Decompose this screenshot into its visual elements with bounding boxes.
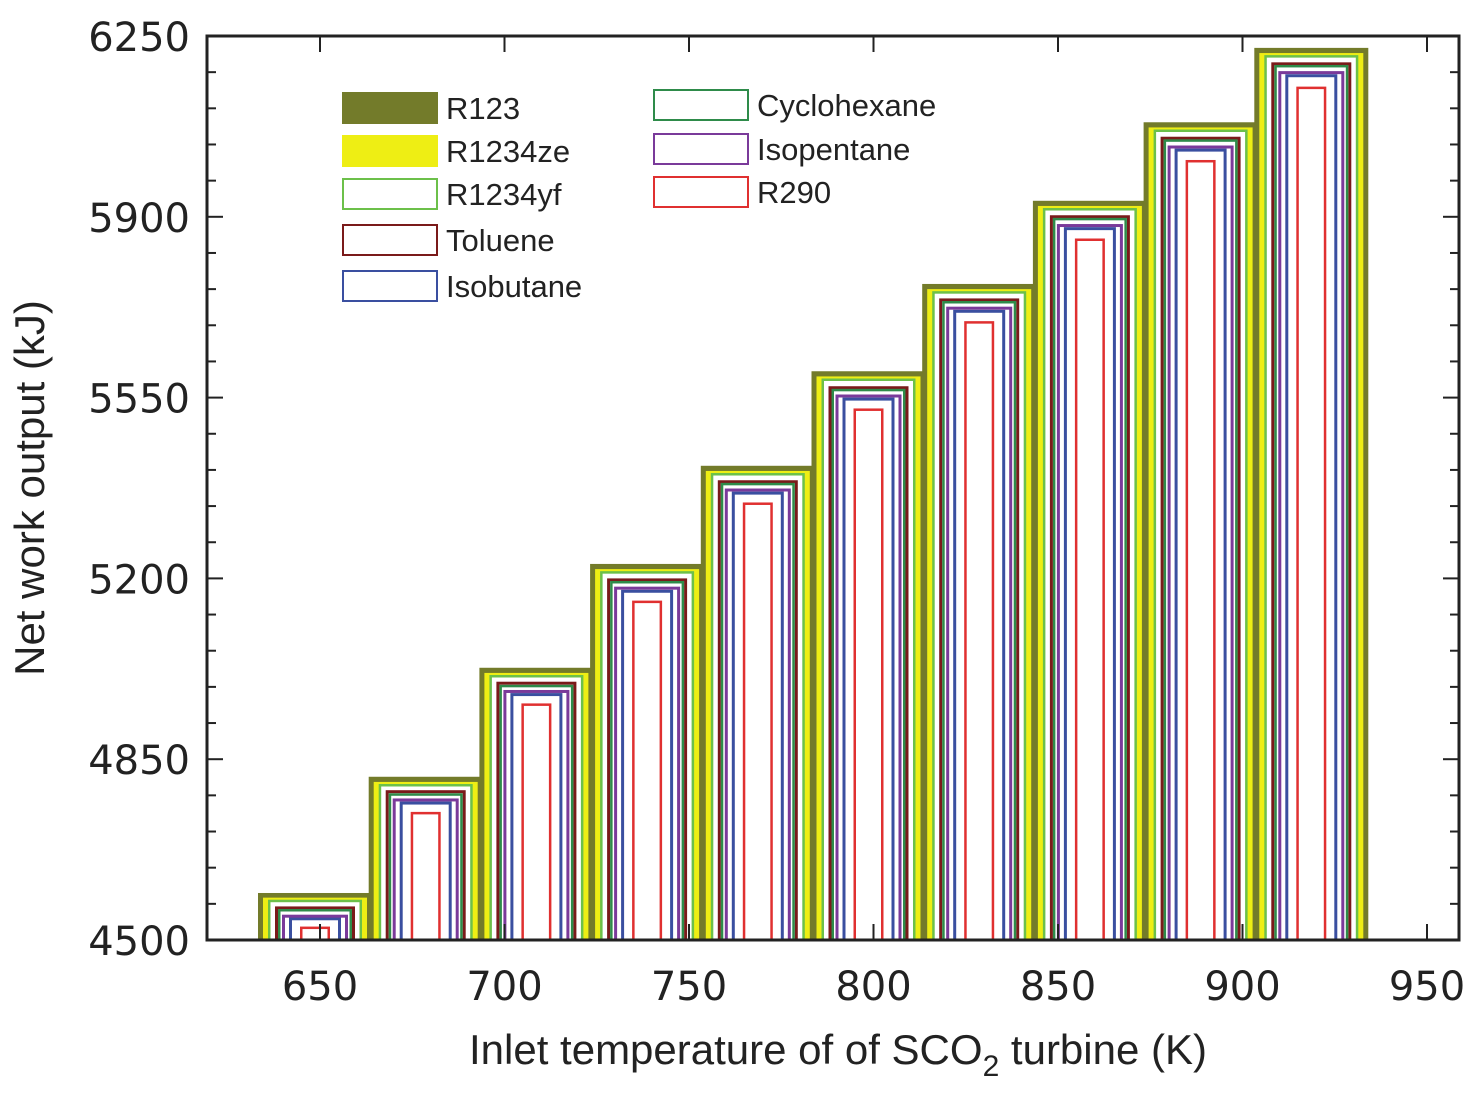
y-tick-label: 5900 bbox=[88, 196, 190, 242]
y-tick-label: 4850 bbox=[88, 738, 190, 784]
legend-label: R123 bbox=[446, 91, 520, 126]
legend-item-r1234yf: R1234yf bbox=[342, 177, 562, 212]
plot-frame bbox=[205, 34, 1461, 942]
legend-swatch bbox=[653, 89, 749, 121]
x-axis-title-main: Inlet temperature of of SCO bbox=[469, 1026, 983, 1073]
x-tick-label: 750 bbox=[651, 964, 727, 1010]
legend-swatch bbox=[342, 92, 438, 124]
legend-label: R1234yf bbox=[446, 177, 562, 212]
legend: R123 R1234ze R1234yf Toluene Isobutane Cycloh… bbox=[342, 88, 936, 304]
legend-item-toluene: Toluene bbox=[342, 223, 555, 258]
legend-swatch bbox=[342, 135, 438, 167]
x-tick-label: 900 bbox=[1204, 964, 1280, 1010]
legend-item-isobutane: Isobutane bbox=[342, 269, 582, 304]
x-axis-title-subscript: 2 bbox=[983, 1050, 1000, 1083]
x-axis-title: Inlet temperature of of SCO2 turbine (K) bbox=[469, 1026, 1207, 1083]
legend-item-r290: R290 bbox=[653, 175, 831, 210]
y-tick-labels: 4500 4850 5200 5550 5900 6250 bbox=[88, 15, 190, 965]
y-tick-label: 4500 bbox=[88, 919, 190, 965]
x-tick-label: 700 bbox=[466, 964, 542, 1010]
y-axis-title: Net work output (kJ) bbox=[6, 300, 53, 676]
y-tick-label: 5200 bbox=[88, 557, 190, 603]
legend-label: Cyclohexane bbox=[757, 88, 936, 123]
legend-item-r123: R123 bbox=[342, 91, 520, 126]
legend-label: Toluene bbox=[446, 223, 555, 258]
legend-swatch bbox=[342, 178, 438, 210]
x-tick-label: 850 bbox=[1020, 964, 1096, 1010]
y-tick-label: 5550 bbox=[88, 377, 190, 423]
legend-label: R290 bbox=[757, 175, 831, 210]
legend-item-r1234ze: R1234ze bbox=[342, 134, 570, 169]
legend-label: Isopentane bbox=[757, 132, 910, 167]
legend-item-isopentane: Isopentane bbox=[653, 132, 910, 167]
x-tick-label: 950 bbox=[1389, 964, 1465, 1010]
x-tick-label: 650 bbox=[282, 964, 358, 1010]
ticks-layer bbox=[207, 35, 1459, 941]
legend-label: Isobutane bbox=[446, 269, 582, 304]
legend-item-cyclohexane: Cyclohexane bbox=[653, 88, 936, 123]
legend-swatch bbox=[653, 176, 749, 208]
legend-swatch bbox=[653, 133, 749, 165]
legend-swatch bbox=[342, 270, 438, 302]
y-tick-label: 6250 bbox=[88, 15, 190, 61]
legend-label: R1234ze bbox=[446, 134, 570, 169]
x-axis-title-tail: turbine (K) bbox=[999, 1026, 1207, 1073]
legend-swatch bbox=[342, 224, 438, 256]
x-tick-label: 800 bbox=[835, 964, 911, 1010]
x-tick-labels: 650 700 750 800 850 900 950 bbox=[282, 964, 1465, 1010]
